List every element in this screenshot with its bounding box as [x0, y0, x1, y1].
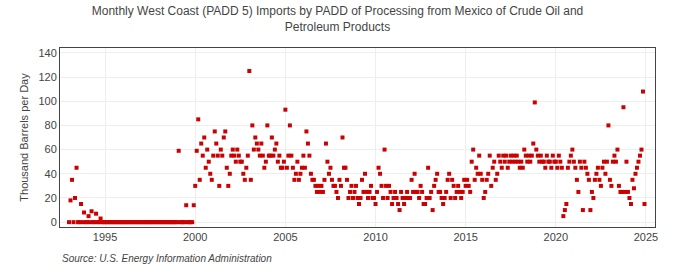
svg-text:140: 140 — [38, 47, 56, 59]
svg-text:0: 0 — [51, 216, 57, 228]
svg-text:2020: 2020 — [544, 231, 568, 243]
svg-text:Source: U.S. Energy Informatio: Source: U.S. Energy Information Administ… — [62, 253, 272, 264]
svg-text:80: 80 — [45, 119, 57, 131]
svg-text:2000: 2000 — [183, 231, 207, 243]
svg-text:2025: 2025 — [634, 231, 658, 243]
svg-text:2010: 2010 — [363, 231, 387, 243]
svg-text:40: 40 — [45, 168, 57, 180]
svg-text:120: 120 — [38, 71, 56, 83]
svg-text:1995: 1995 — [93, 231, 117, 243]
svg-text:2015: 2015 — [453, 231, 477, 243]
svg-text:100: 100 — [38, 95, 56, 107]
svg-text:2005: 2005 — [273, 231, 297, 243]
svg-text:60: 60 — [45, 143, 57, 155]
svg-text:Thousand Barrels per Day: Thousand Barrels per Day — [18, 73, 30, 202]
svg-text:20: 20 — [45, 192, 57, 204]
svg-text:Monthly West Coast (PADD 5) Im: Monthly West Coast (PADD 5) Imports by P… — [92, 4, 584, 34]
